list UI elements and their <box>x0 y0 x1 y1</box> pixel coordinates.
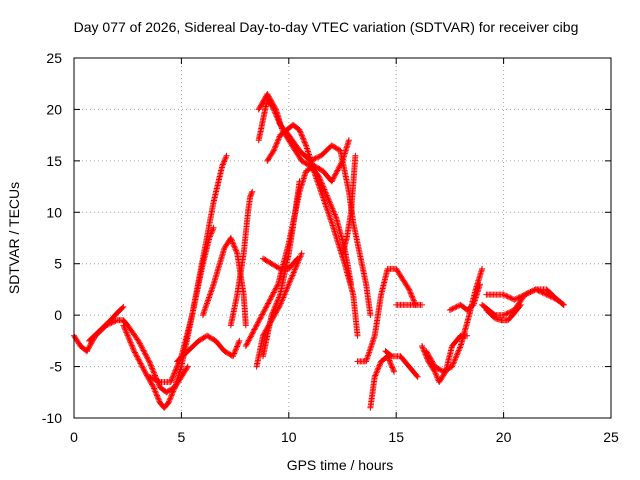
data-marker-trace <box>174 332 243 365</box>
x-axis-label: GPS time / hours <box>287 457 394 473</box>
data-marker-trace <box>339 152 359 257</box>
data-marker-trace <box>393 301 425 308</box>
x-tick-label: 25 <box>603 429 619 445</box>
series-arc-o <box>253 250 305 370</box>
series-arc-t <box>382 348 421 380</box>
data-marker-trace <box>382 348 421 380</box>
y-tick-label: 5 <box>54 256 62 272</box>
series-arc-z <box>483 286 567 308</box>
chart-title: Day 077 of 2026, Sidereal Day-to-day VTE… <box>74 19 579 35</box>
series-arc-u <box>393 301 425 308</box>
x-tick-label: 20 <box>496 429 512 445</box>
series-arc-c <box>86 303 127 344</box>
series-arc-x <box>446 281 483 313</box>
data-marker-trace <box>446 281 483 313</box>
data-marker-trace <box>227 188 256 329</box>
x-tick-label: 5 <box>178 429 186 445</box>
x-tick-label: 0 <box>70 429 78 445</box>
plot-frame <box>73 57 612 419</box>
y-tick-label: -10 <box>42 410 62 426</box>
data-marker-trace <box>483 301 524 324</box>
series-arc-w <box>423 265 486 375</box>
series-arc-r <box>354 265 419 365</box>
data-marker-trace <box>367 353 398 411</box>
series-arc-j <box>255 91 355 288</box>
x-tick-label: 10 <box>281 429 297 445</box>
data-marker-trace <box>483 286 567 308</box>
data-points <box>71 91 567 411</box>
y-tick-label: 0 <box>54 307 62 323</box>
series-arc-h <box>227 188 256 329</box>
data-marker-trace <box>86 303 127 344</box>
data-marker-trace <box>255 91 355 288</box>
data-marker-trace <box>260 255 301 272</box>
data-marker-trace <box>253 250 305 370</box>
series-arc-e <box>146 224 217 385</box>
y-tick-label: -5 <box>50 359 63 375</box>
data-marker-trace <box>354 265 419 365</box>
series-arc-n <box>260 255 301 272</box>
series-arc-f <box>174 332 243 365</box>
data-marker-trace <box>423 265 486 375</box>
series-arc-s <box>367 353 398 411</box>
y-tick-label: 25 <box>46 50 62 66</box>
axis-ticks: 0 5 10 15 20 25 -10 -5 0 5 10 15 20 25 <box>42 50 619 445</box>
data-marker-trace <box>146 224 217 385</box>
y-tick-label: 15 <box>46 153 62 169</box>
y-tick-label: 10 <box>46 204 62 220</box>
series-arc-aa <box>483 301 524 324</box>
x-tick-label: 15 <box>388 429 404 445</box>
y-axis-label: SDTVAR / TECUs <box>6 182 22 294</box>
series-arc-q <box>339 152 359 257</box>
y-tick-label: 20 <box>46 101 62 117</box>
